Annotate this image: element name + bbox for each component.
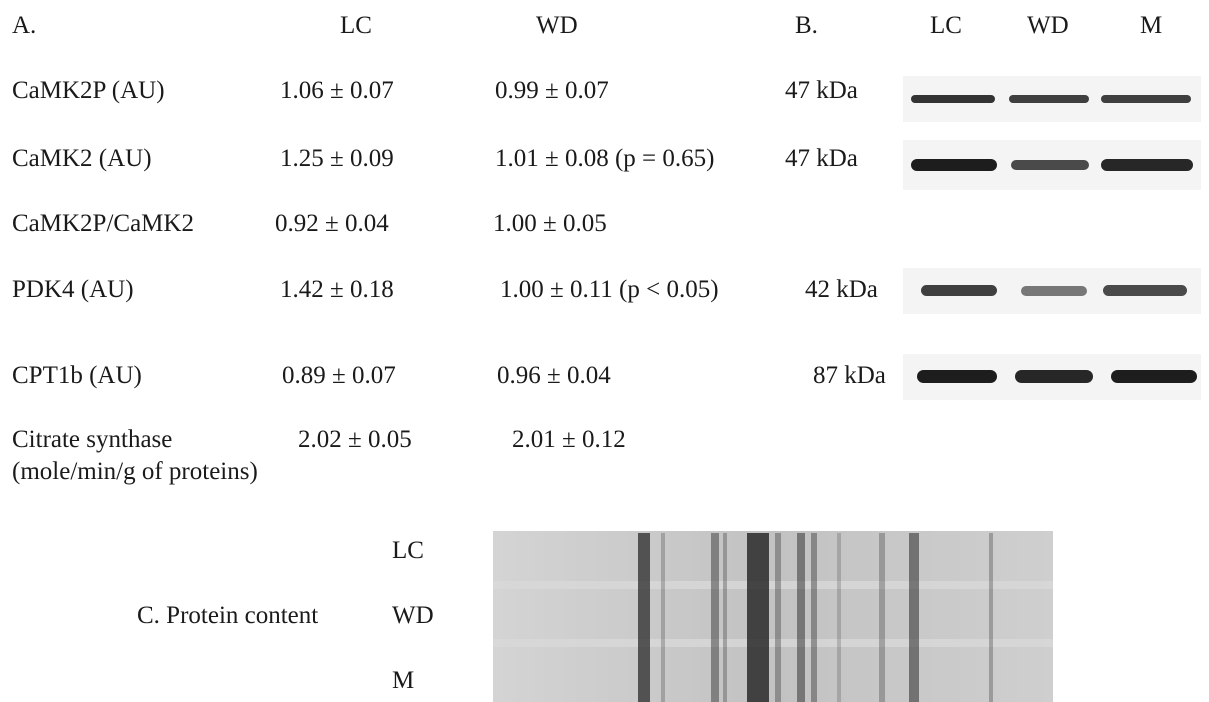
row-lc-cpt1b: 0.89 ± 0.07 — [282, 362, 396, 389]
blot-lane-label-lc: LC — [930, 12, 962, 39]
western-blot-strip — [903, 354, 1201, 400]
panel-b-label: B. — [795, 12, 818, 39]
western-blot-strip — [903, 268, 1201, 314]
row-name-camk2p: CaMK2P (AU) — [12, 77, 165, 104]
blot-lane-label-wd: WD — [1027, 12, 1069, 39]
row-name-citrate-synthase-unit: (mole/min/g of proteins) — [12, 458, 258, 485]
blot-band-wd — [1015, 370, 1093, 383]
row-name-camk2p-ratio: CaMK2P/CaMK2 — [12, 210, 194, 237]
western-blot-strip — [903, 76, 1201, 122]
blot-band-m — [1103, 285, 1187, 296]
row-lc-camk2p: 1.06 ± 0.07 — [280, 77, 394, 104]
blot-band-m — [1111, 370, 1197, 383]
row-wd-camk2: 1.01 ± 0.08 (p = 0.65) — [495, 145, 715, 172]
blot-size-label: 42 kDa — [805, 276, 878, 303]
column-header-lc: LC — [340, 12, 372, 39]
blot-band-lc — [911, 95, 995, 103]
gel-lane-label-lc: LC — [392, 537, 424, 564]
row-lc-pdk4: 1.42 ± 0.18 — [280, 276, 394, 303]
panel-a-label: A. — [12, 12, 37, 39]
column-header-wd: WD — [536, 12, 578, 39]
blot-band-wd — [1021, 286, 1087, 296]
blot-size-label: 47 kDa — [785, 145, 858, 172]
blot-band-m — [1101, 159, 1193, 171]
row-name-pdk4: PDK4 (AU) — [12, 276, 134, 303]
row-name-cpt1b: CPT1b (AU) — [12, 362, 142, 389]
blot-band-lc — [921, 285, 997, 296]
row-lc-camk2p-ratio: 0.92 ± 0.04 — [275, 210, 389, 237]
blot-band-lc — [911, 159, 997, 171]
gel-lane-label-wd: WD — [392, 602, 434, 629]
row-wd-cpt1b: 0.96 ± 0.04 — [497, 362, 611, 389]
row-lc-citrate-synthase: 2.02 ± 0.05 — [298, 426, 412, 453]
row-name-camk2: CaMK2 (AU) — [12, 145, 152, 172]
row-wd-camk2p: 0.99 ± 0.07 — [495, 77, 609, 104]
blot-lane-label-m: M — [1140, 12, 1163, 39]
row-lc-camk2: 1.25 ± 0.09 — [280, 145, 394, 172]
blot-size-label: 87 kDa — [813, 362, 886, 389]
panel-c-label: C. Protein content — [137, 602, 319, 629]
blot-band-wd — [1009, 95, 1089, 103]
protein-gel-image — [493, 531, 1053, 702]
blot-size-label: 47 kDa — [785, 77, 858, 104]
blot-band-m — [1101, 95, 1191, 103]
row-name-citrate-synthase: Citrate synthase — [12, 426, 173, 453]
blot-band-lc — [917, 370, 997, 383]
row-wd-citrate-synthase: 2.01 ± 0.12 — [512, 426, 626, 453]
row-wd-camk2p-ratio: 1.00 ± 0.05 — [493, 210, 607, 237]
gel-lane-label-m: M — [392, 667, 415, 694]
row-wd-pdk4: 1.00 ± 0.11 (p < 0.05) — [500, 276, 719, 303]
western-blot-strip — [903, 140, 1201, 190]
blot-band-wd — [1011, 160, 1089, 170]
